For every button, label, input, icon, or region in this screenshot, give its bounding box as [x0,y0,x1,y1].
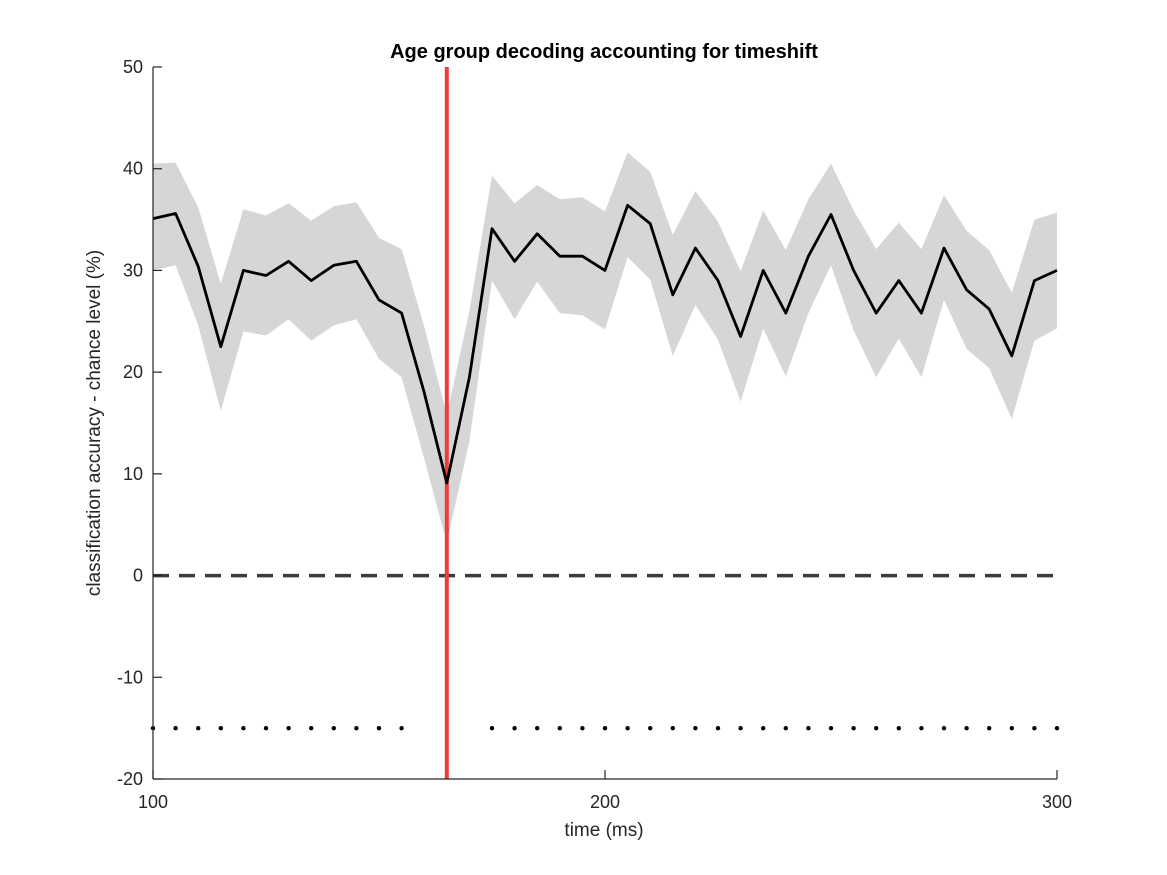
y-tick-label: 10 [123,464,143,484]
significance-dot [941,725,947,731]
y-tick-label: 40 [123,159,143,179]
significance-dot [580,725,585,731]
significance-dot [173,725,178,731]
significance-dot [512,725,517,731]
significance-dot [218,725,223,731]
significance-dot [761,725,766,731]
significance-dot [693,725,698,731]
significance-dot [286,725,291,731]
chart-title: Age group decoding accounting for timesh… [390,41,818,63]
significance-dot [1032,725,1037,731]
significance-dot [738,725,743,731]
x-axis-label: time (ms) [564,820,643,841]
x-tick-label: 200 [590,792,620,812]
x-tick-label: 100 [138,792,168,812]
significance-dot [196,725,201,731]
y-tick-label: -20 [117,769,143,789]
significance-dot [715,725,721,731]
mean-accuracy-line [152,203,1058,485]
y-axis-label: classification accuracy - chance level (… [84,250,105,596]
significance-dot [309,725,314,731]
significance-dot [783,725,788,731]
significance-dot [987,725,992,731]
y-tick-label: 20 [123,362,143,382]
significance-dot [670,725,675,731]
significance-dot [874,725,879,731]
significance-dot [376,725,382,731]
significance-dot [919,725,924,731]
significance-dot [806,725,811,731]
significance-dot [331,725,336,731]
significance-dot [535,725,540,731]
significance-dot [964,725,969,731]
significance-dot [399,725,404,731]
y-tick-label: 30 [123,260,143,280]
significance-dot [896,725,901,731]
x-tick-label: 300 [1042,792,1072,812]
y-tick-label: 0 [133,566,143,586]
significance-dot [354,725,359,731]
y-tick-label: 50 [123,57,143,77]
significance-dot [625,725,630,731]
significance-dot [263,725,269,731]
significance-dot [241,725,246,731]
significance-dot [648,725,653,731]
y-tick-label: -10 [117,667,143,687]
significance-dot [851,725,856,731]
significance-dot [489,725,495,731]
significance-dot [1009,725,1014,731]
significance-dot [1054,725,1060,731]
significance-dot [602,725,608,731]
confidence-band [153,152,1057,543]
significance-dot [557,725,562,731]
plot-area: -20 -10 0 10 20 30 40 50 100 200 300 [117,57,1072,812]
significance-dot [828,725,834,731]
